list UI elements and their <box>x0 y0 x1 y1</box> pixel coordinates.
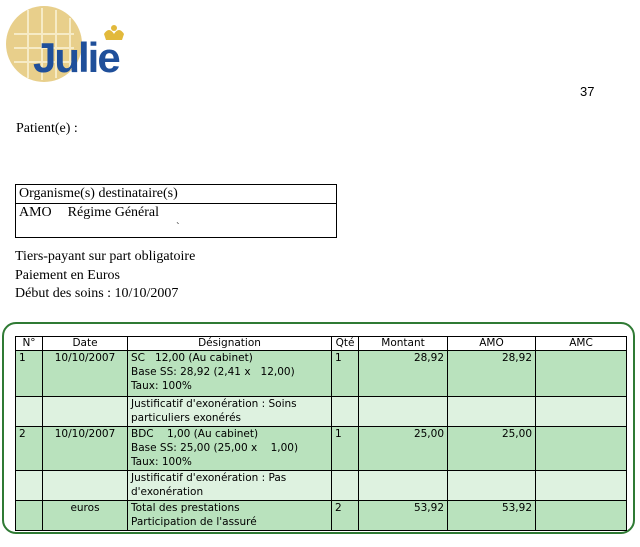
cell-no: 2 <box>15 426 43 471</box>
cell-currency: euros <box>42 500 128 531</box>
cell-date: 10/10/2007 <box>42 350 128 397</box>
logo-emblem-icon <box>6 6 124 82</box>
cell-date <box>42 470 128 501</box>
table-row: Justificatif d'exonération : Soins parti… <box>15 396 627 427</box>
cell-amount <box>358 396 448 427</box>
logo-wordmark: Julie <box>33 34 121 81</box>
organism-line: AMO Régime Général <box>16 204 336 222</box>
col-header-designation: Désignation <box>127 336 332 351</box>
col-header-date: Date <box>42 336 128 351</box>
cell-designation: SC 12,00 (Au cabinet) Base SS: 28,92 (2,… <box>127 350 332 397</box>
col-header-amo: AMO <box>447 336 536 351</box>
cell-designation: Justificatif d'exonération : Pas d'exoné… <box>127 470 332 501</box>
julie-logo: Julie <box>4 4 128 82</box>
organism-regime: Régime Général <box>67 205 160 220</box>
acts-frame <box>2 322 635 534</box>
cell-no <box>15 396 43 427</box>
payment-info: Tiers-payant sur part obligatoire Paieme… <box>15 248 195 304</box>
cell-amc <box>535 350 627 397</box>
cell-no <box>15 470 43 501</box>
col-header-no: N° <box>15 336 43 351</box>
cell-designation: BDC 1,00 (Au cabinet) Base SS: 25,00 (25… <box>127 426 332 471</box>
cell-qty: 1 <box>331 350 359 397</box>
cell-amo <box>447 396 536 427</box>
cell-amount: 28,92 <box>358 350 448 397</box>
cell-amc <box>535 500 627 531</box>
payment-currency: Paiement en Euros <box>15 267 120 283</box>
cell-amc <box>535 396 627 427</box>
organisms-box: Organisme(s) destinataire(s) AMO Régime G… <box>15 184 337 238</box>
cell-qty <box>331 470 359 501</box>
cell-date: 10/10/2007 <box>42 426 128 471</box>
cell-qty: 1 <box>331 426 359 471</box>
cell-designation: Total des prestations Participation de l… <box>127 500 332 531</box>
page-number: 37 <box>580 84 595 99</box>
cell-amc <box>535 470 627 501</box>
cell-amo: 25,00 <box>447 426 536 471</box>
table-row: 1 10/10/2007 SC 12,00 (Au cabinet) Base … <box>15 350 627 397</box>
cell-amc <box>535 426 627 471</box>
col-header-amc: AMC <box>535 336 627 351</box>
cell-amount: 53,92 <box>358 500 448 531</box>
care-start-date: Début des soins : 10/10/2007 <box>15 286 179 301</box>
cell-amo <box>447 470 536 501</box>
cell-date <box>42 396 128 427</box>
cell-amo: 28,92 <box>447 350 536 397</box>
cell-amount: 25,00 <box>358 426 448 471</box>
table-total-row: euros Total des prestations Participatio… <box>15 500 627 531</box>
organism-code: AMO <box>19 205 52 220</box>
organisms-mark: ` <box>176 221 180 233</box>
organisms-header: Organisme(s) destinataire(s) <box>16 185 336 204</box>
payment-mode: Tiers-payant sur part obligatoire <box>15 249 196 264</box>
cell-no: 1 <box>15 350 43 397</box>
cell-amo: 53,92 <box>447 500 536 531</box>
cell-amount <box>358 470 448 501</box>
table-row: Justificatif d'exonération : Pas d'exoné… <box>15 470 627 501</box>
col-header-qty: Qté <box>331 336 359 351</box>
cell-designation: Justificatif d'exonération : Soins parti… <box>127 396 332 427</box>
table-row: 2 10/10/2007 BDC 1,00 (Au cabinet) Base … <box>15 426 627 471</box>
patient-label: Patient(e) : <box>16 121 78 136</box>
cell-no <box>15 500 43 531</box>
acts-table: N° Date Désignation Qté Montant AMO AMC … <box>15 336 627 531</box>
cell-qty: 2 <box>331 500 359 531</box>
cell-qty <box>331 396 359 427</box>
table-header-row: N° Date Désignation Qté Montant AMO AMC <box>15 336 627 351</box>
col-header-amount: Montant <box>358 336 448 351</box>
